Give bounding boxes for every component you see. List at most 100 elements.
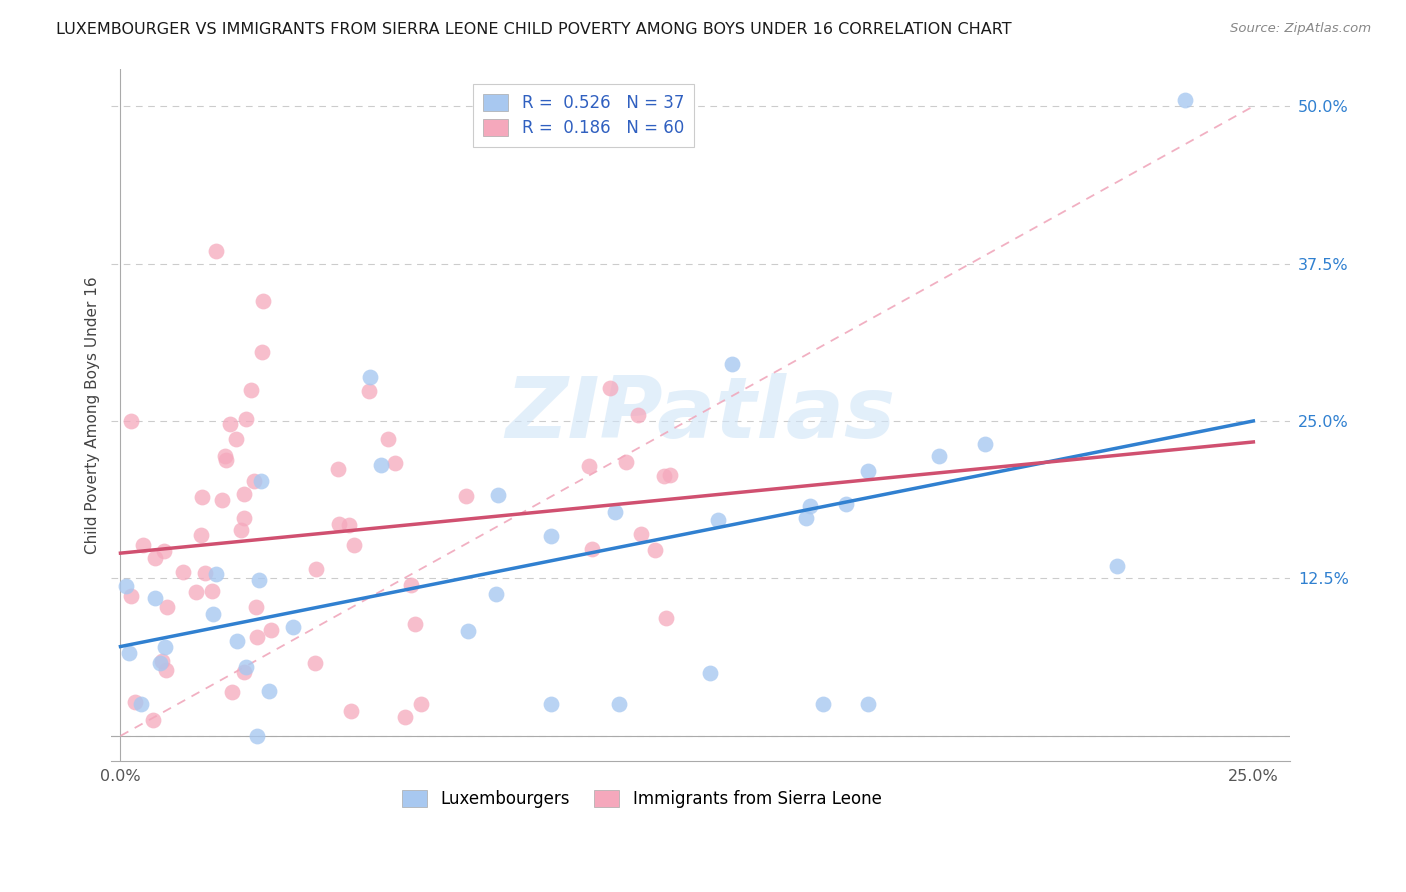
- Text: Source: ZipAtlas.com: Source: ZipAtlas.com: [1230, 22, 1371, 36]
- Point: [215, 453, 238, 467]
- Point: [305, 562, 328, 576]
- Point: [343, 538, 366, 552]
- Point: [928, 449, 950, 463]
- Point: [200, 583, 222, 598]
- Point: [599, 381, 621, 395]
- Point: [120, 414, 142, 428]
- Point: [232, 665, 254, 679]
- Point: [257, 683, 280, 698]
- Point: [211, 492, 233, 507]
- Point: [655, 611, 678, 625]
- Point: [486, 488, 509, 502]
- Point: [226, 634, 249, 648]
- Point: [143, 551, 166, 566]
- Point: [721, 358, 744, 372]
- Point: [243, 474, 266, 488]
- Point: [221, 685, 243, 699]
- Point: [214, 449, 236, 463]
- Point: [252, 344, 274, 359]
- Point: [581, 542, 603, 557]
- Point: [252, 294, 274, 309]
- Point: [540, 698, 562, 712]
- Point: [339, 518, 361, 533]
- Point: [377, 432, 399, 446]
- Point: [811, 698, 834, 712]
- Point: [118, 646, 141, 660]
- Point: [858, 464, 880, 478]
- Point: [132, 538, 155, 552]
- Point: [235, 660, 257, 674]
- Point: [359, 370, 381, 384]
- Point: [233, 487, 256, 501]
- Point: [340, 704, 363, 718]
- Point: [626, 409, 648, 423]
- Point: [658, 467, 681, 482]
- Point: [974, 436, 997, 450]
- Point: [141, 713, 163, 727]
- Point: [225, 432, 247, 446]
- Point: [190, 528, 212, 542]
- Point: [120, 589, 142, 603]
- Point: [156, 599, 179, 614]
- Point: [232, 511, 254, 525]
- Point: [190, 490, 212, 504]
- Point: [114, 579, 136, 593]
- Point: [485, 587, 508, 601]
- Point: [149, 656, 172, 670]
- Point: [835, 497, 858, 511]
- Point: [155, 663, 177, 677]
- Point: [204, 566, 226, 581]
- Point: [229, 523, 252, 537]
- Y-axis label: Child Poverty Among Boys Under 16: Child Poverty Among Boys Under 16: [86, 276, 100, 554]
- Point: [654, 469, 676, 483]
- Point: [283, 620, 305, 634]
- Point: [194, 566, 217, 580]
- Point: [1107, 558, 1129, 573]
- Point: [357, 384, 380, 399]
- Point: [644, 542, 666, 557]
- Point: [304, 656, 326, 670]
- Point: [370, 458, 392, 472]
- Legend: Luxembourgers, Immigrants from Sierra Leone: Luxembourgers, Immigrants from Sierra Le…: [395, 783, 889, 815]
- Point: [384, 456, 406, 470]
- Point: [616, 455, 638, 469]
- Point: [328, 517, 350, 532]
- Point: [699, 665, 721, 680]
- Point: [245, 599, 267, 614]
- Point: [707, 513, 730, 527]
- Point: [250, 474, 273, 488]
- Point: [153, 640, 176, 654]
- Point: [172, 565, 194, 579]
- Point: [235, 412, 257, 426]
- Point: [143, 591, 166, 605]
- Point: [399, 578, 422, 592]
- Point: [456, 489, 478, 503]
- Text: LUXEMBOURGER VS IMMIGRANTS FROM SIERRA LEONE CHILD POVERTY AMONG BOYS UNDER 16 C: LUXEMBOURGER VS IMMIGRANTS FROM SIERRA L…: [56, 22, 1012, 37]
- Point: [1174, 93, 1197, 107]
- Point: [856, 698, 879, 712]
- Text: ZIPatlas: ZIPatlas: [505, 373, 896, 457]
- Point: [603, 505, 626, 519]
- Point: [129, 697, 152, 711]
- Point: [578, 458, 600, 473]
- Point: [411, 698, 433, 712]
- Point: [239, 383, 262, 397]
- Point: [124, 695, 146, 709]
- Point: [260, 623, 283, 637]
- Point: [202, 607, 225, 621]
- Point: [607, 698, 630, 712]
- Point: [794, 510, 817, 524]
- Point: [404, 617, 426, 632]
- Point: [153, 544, 176, 558]
- Point: [630, 527, 652, 541]
- Point: [150, 654, 173, 668]
- Point: [204, 244, 226, 259]
- Point: [249, 574, 271, 588]
- Point: [540, 528, 562, 542]
- Point: [457, 624, 479, 638]
- Point: [394, 710, 416, 724]
- Point: [326, 462, 349, 476]
- Point: [218, 417, 240, 431]
- Point: [246, 630, 269, 644]
- Point: [184, 585, 207, 599]
